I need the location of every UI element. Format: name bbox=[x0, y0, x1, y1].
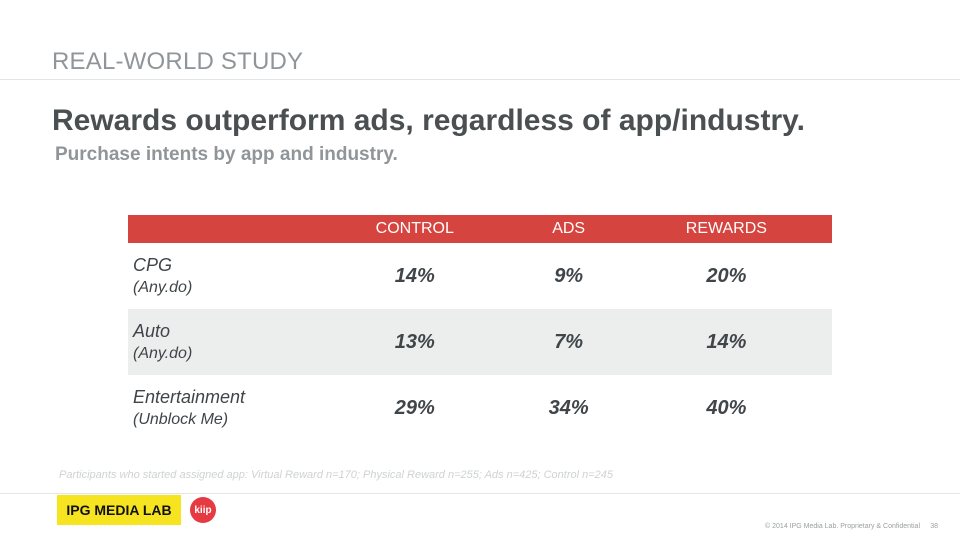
rewards-value: 14% bbox=[620, 309, 832, 375]
purchase-intent-table: CONTROL ADS REWARDS CPG (Any.do) 14% 9% … bbox=[128, 215, 832, 441]
control-value: 14% bbox=[394, 264, 435, 287]
column-header-rewards: REWARDS bbox=[620, 215, 832, 243]
row-app: (Any.do) bbox=[133, 279, 193, 296]
bottom-divider bbox=[0, 493, 960, 494]
rewards-value: 40% bbox=[706, 396, 747, 419]
ads-value: 9% bbox=[554, 264, 584, 287]
section-kicker: REAL-WORLD STUDY bbox=[52, 48, 304, 75]
table-row: CPG (Any.do) 14% 9% 20% bbox=[128, 243, 832, 309]
row-label: Entertainment (Unblock Me) bbox=[128, 375, 313, 441]
copyright-notice: © 2014 IPG Media Lab. Proprietary & Conf… bbox=[765, 523, 920, 530]
slide-title: Rewards outperform ads, regardless of ap… bbox=[52, 104, 805, 137]
sample-size-footnote: Participants who started assigned app: V… bbox=[59, 469, 614, 481]
column-header-control: CONTROL bbox=[313, 215, 517, 243]
table-row: Auto (Any.do) 13% 7% 14% bbox=[128, 309, 832, 375]
row-app: (Any.do) bbox=[133, 345, 193, 362]
row-category: CPG bbox=[133, 255, 173, 275]
ads-value: 7% bbox=[516, 309, 621, 375]
kiip-logo: kiip bbox=[190, 497, 216, 523]
row-label: Auto (Any.do) bbox=[128, 309, 313, 375]
ipg-media-lab-logo: IPG MEDIA LAB bbox=[57, 495, 181, 525]
ads-value: 34% bbox=[548, 396, 589, 419]
slide-subtitle: Purchase intents by app and industry. bbox=[55, 144, 398, 165]
page-number: 38 bbox=[930, 523, 938, 530]
top-divider bbox=[0, 79, 960, 80]
column-header-ads: ADS bbox=[516, 215, 621, 243]
table-row: Entertainment (Unblock Me) 29% 34% 40% bbox=[128, 375, 832, 441]
table-header-row: CONTROL ADS REWARDS bbox=[128, 215, 832, 243]
row-category: Entertainment bbox=[133, 387, 246, 407]
control-value: 29% bbox=[394, 396, 435, 419]
control-value: 13% bbox=[313, 309, 517, 375]
row-label: CPG (Any.do) bbox=[128, 243, 313, 309]
row-app: (Unblock Me) bbox=[133, 411, 229, 428]
column-header-blank bbox=[128, 215, 313, 243]
rewards-value: 20% bbox=[706, 264, 747, 287]
row-category: Auto bbox=[133, 321, 171, 341]
